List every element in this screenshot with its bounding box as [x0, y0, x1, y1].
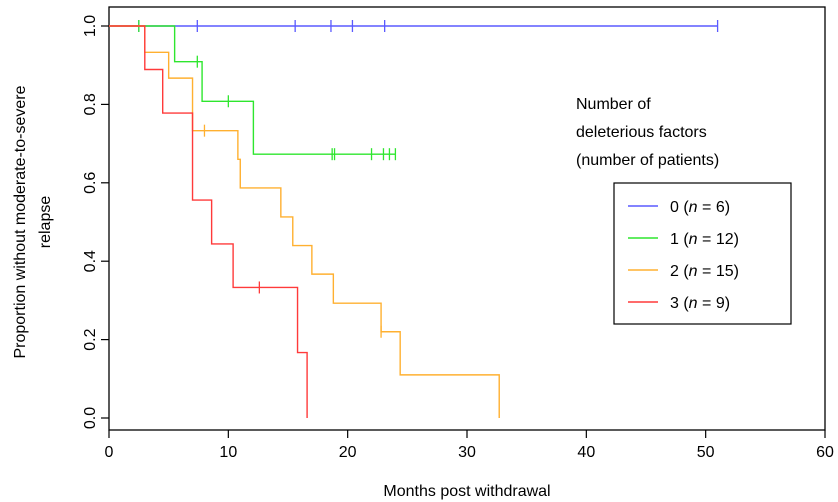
x-tick-label: 30 — [458, 444, 476, 461]
x-tick-label: 20 — [339, 444, 357, 461]
x-axis-title: Months post withdrawal — [383, 483, 550, 500]
legend: 0 (n = 6) 1 (n = 12) 2 (n = 15) 3 (n = 9) — [613, 182, 792, 325]
legend-entry: 1 (n = 12) — [670, 231, 739, 248]
y-axis-title-line2: relapse — [37, 196, 54, 249]
x-tick-label: 40 — [577, 444, 595, 461]
legend-entry: 3 (n = 9) — [670, 295, 730, 312]
x-tick-label: 10 — [219, 444, 237, 461]
x-tick-label: 0 — [105, 444, 114, 461]
y-axis-title-line1: Proportion without moderate-to-severe — [12, 85, 29, 358]
y-tick-label: 1.0 — [82, 15, 99, 37]
series-layer — [109, 20, 719, 418]
legend-entry: 2 (n = 15) — [670, 263, 739, 280]
y-tick-label: 0.0 — [82, 407, 99, 429]
x-tick-label: 60 — [816, 444, 834, 461]
x-tick-label: 50 — [697, 444, 715, 461]
y-tick-label: 0.8 — [82, 93, 99, 115]
axes: 0 10 20 30 40 50 60 0.0 0.2 0.4 0.6 0.8 1.0 — [82, 15, 834, 461]
series-3 — [109, 25, 308, 418]
y-tick-label: 0.4 — [82, 250, 99, 272]
y-tick-label: 0.2 — [82, 328, 99, 350]
series-line — [109, 25, 500, 418]
legend-entry: 0 (n = 6) — [670, 199, 730, 216]
legend-title-line1: Number of — [576, 96, 651, 113]
series-line — [109, 25, 396, 155]
y-tick-label: 0.6 — [82, 172, 99, 194]
legend-title-line3: (number of patients) — [576, 152, 719, 169]
series-1 — [109, 20, 397, 161]
legend-title-line2: deleterious factors — [576, 124, 707, 141]
series-0 — [109, 20, 719, 32]
series-2 — [109, 25, 500, 418]
series-line — [109, 25, 308, 418]
